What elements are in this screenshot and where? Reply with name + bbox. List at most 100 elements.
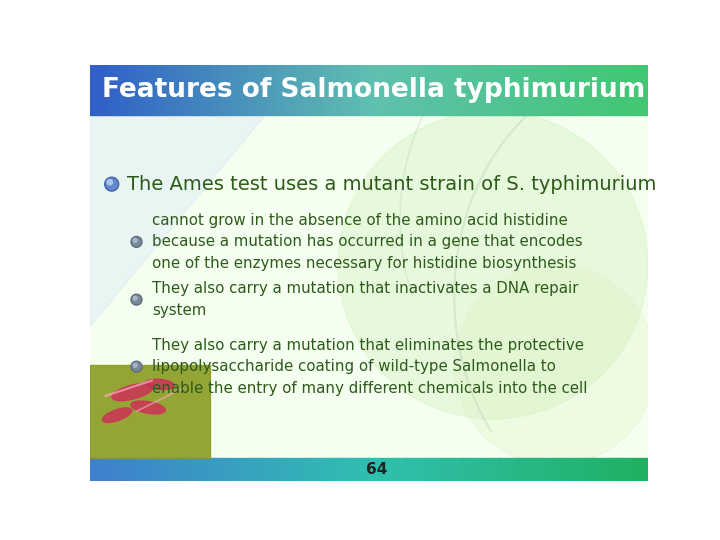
Bar bbox=[341, 65, 351, 115]
Bar bbox=[406, 457, 416, 481]
Bar bbox=[369, 65, 379, 115]
Bar bbox=[323, 65, 333, 115]
Bar bbox=[444, 65, 454, 115]
Bar bbox=[378, 457, 388, 481]
Bar bbox=[490, 457, 500, 481]
Circle shape bbox=[131, 361, 142, 372]
Bar bbox=[276, 457, 286, 481]
Bar bbox=[239, 457, 249, 481]
Bar bbox=[239, 65, 249, 115]
Bar bbox=[341, 457, 351, 481]
Bar bbox=[220, 457, 230, 481]
Bar bbox=[155, 457, 165, 481]
Bar bbox=[453, 457, 463, 481]
Bar bbox=[99, 457, 109, 481]
Bar bbox=[294, 65, 305, 115]
Bar bbox=[145, 457, 156, 481]
Polygon shape bbox=[90, 65, 307, 327]
Bar bbox=[639, 65, 649, 115]
Bar bbox=[369, 457, 379, 481]
Bar bbox=[164, 65, 174, 115]
Bar bbox=[202, 65, 212, 115]
Bar bbox=[351, 65, 361, 115]
Bar bbox=[258, 65, 267, 115]
Text: The Ames test uses a mutant strain of S. typhimurium: The Ames test uses a mutant strain of S.… bbox=[127, 174, 657, 194]
Bar bbox=[313, 65, 323, 115]
Bar bbox=[415, 457, 426, 481]
Text: Features of Salmonella typhimurium: Features of Salmonella typhimurium bbox=[102, 77, 645, 103]
Bar bbox=[564, 457, 575, 481]
Bar bbox=[555, 457, 565, 481]
Ellipse shape bbox=[131, 401, 166, 414]
Bar bbox=[444, 457, 454, 481]
Bar bbox=[387, 65, 397, 115]
Bar bbox=[109, 457, 119, 481]
Bar bbox=[415, 65, 426, 115]
Bar bbox=[332, 457, 342, 481]
Circle shape bbox=[132, 295, 141, 304]
Bar bbox=[499, 457, 509, 481]
Bar bbox=[593, 65, 602, 115]
Bar bbox=[601, 65, 611, 115]
Circle shape bbox=[132, 238, 141, 246]
Bar bbox=[434, 65, 444, 115]
Bar bbox=[304, 457, 314, 481]
Bar bbox=[90, 457, 100, 481]
Bar bbox=[192, 457, 202, 481]
Circle shape bbox=[338, 111, 648, 419]
Bar bbox=[481, 457, 490, 481]
Bar bbox=[99, 65, 109, 115]
Bar bbox=[583, 457, 593, 481]
Bar bbox=[620, 65, 630, 115]
Circle shape bbox=[133, 296, 137, 300]
Bar bbox=[248, 65, 258, 115]
Bar bbox=[574, 65, 584, 115]
Bar bbox=[527, 457, 537, 481]
Bar bbox=[593, 457, 602, 481]
Text: 64: 64 bbox=[366, 462, 387, 477]
Bar bbox=[220, 65, 230, 115]
Bar bbox=[248, 457, 258, 481]
Bar bbox=[397, 457, 407, 481]
Bar bbox=[202, 457, 212, 481]
Circle shape bbox=[131, 294, 142, 305]
Bar bbox=[164, 457, 174, 481]
Ellipse shape bbox=[145, 379, 174, 389]
Bar bbox=[508, 457, 518, 481]
Circle shape bbox=[131, 237, 142, 247]
Bar bbox=[639, 457, 649, 481]
Bar bbox=[351, 457, 361, 481]
Bar bbox=[137, 65, 147, 115]
Bar bbox=[611, 65, 621, 115]
Circle shape bbox=[104, 177, 119, 191]
Text: They also carry a mutation that eliminates the protective
lipopolysaccharide coa: They also carry a mutation that eliminat… bbox=[152, 338, 588, 396]
Circle shape bbox=[454, 265, 656, 465]
Bar bbox=[518, 457, 528, 481]
Bar bbox=[211, 65, 221, 115]
Circle shape bbox=[133, 239, 137, 242]
Circle shape bbox=[132, 362, 141, 371]
Bar bbox=[555, 65, 565, 115]
Bar bbox=[323, 457, 333, 481]
Bar bbox=[155, 65, 165, 115]
Bar bbox=[601, 457, 611, 481]
Bar bbox=[425, 65, 435, 115]
Bar bbox=[304, 65, 314, 115]
Bar bbox=[546, 457, 556, 481]
Bar bbox=[230, 65, 240, 115]
Bar bbox=[472, 457, 482, 481]
Bar bbox=[127, 65, 138, 115]
Bar bbox=[629, 457, 639, 481]
Bar bbox=[258, 457, 267, 481]
Bar bbox=[137, 457, 147, 481]
Bar bbox=[118, 457, 128, 481]
Bar bbox=[174, 457, 184, 481]
Bar bbox=[620, 457, 630, 481]
Bar bbox=[472, 65, 482, 115]
Bar bbox=[313, 457, 323, 481]
Bar bbox=[546, 65, 556, 115]
Bar bbox=[583, 65, 593, 115]
Bar bbox=[266, 457, 276, 481]
Text: cannot grow in the absence of the amino acid histidine
because a mutation has oc: cannot grow in the absence of the amino … bbox=[152, 213, 582, 271]
Bar bbox=[611, 457, 621, 481]
